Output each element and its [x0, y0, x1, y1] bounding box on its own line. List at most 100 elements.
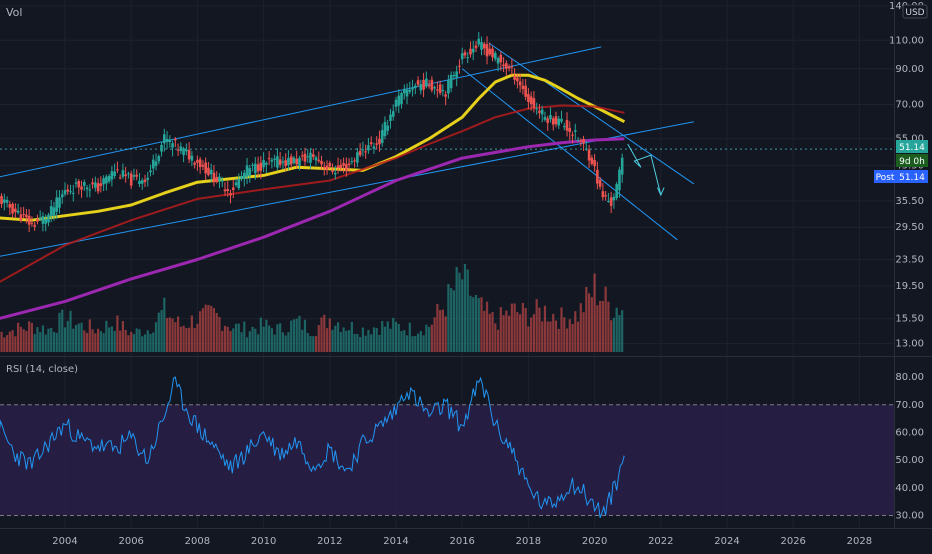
volume-bar: [381, 321, 383, 352]
candle-body: [552, 118, 555, 124]
volume-bar: [199, 311, 201, 352]
candle-body: [163, 134, 166, 143]
candle-body: [180, 147, 183, 151]
volume-bar: [169, 317, 171, 352]
candle-body: [298, 158, 301, 166]
rsi-tick-label: 50.00: [895, 455, 924, 466]
candle-body: [431, 80, 434, 90]
volume-bar: [594, 274, 596, 352]
volume-bar: [458, 273, 460, 352]
candle-body: [497, 58, 500, 63]
candle-body: [28, 216, 31, 225]
volume-bar: [125, 330, 127, 352]
candle-body: [348, 164, 351, 165]
price-tick-label: 29.50: [895, 222, 924, 233]
candle-body: [395, 100, 398, 107]
candle-body: [77, 181, 80, 187]
volume-bar: [478, 298, 480, 352]
volume-bar: [342, 327, 344, 352]
volume-bar: [580, 303, 582, 352]
volume-bar: [367, 330, 369, 352]
volume-bar: [461, 279, 463, 352]
volume-bar: [243, 322, 245, 352]
time-tick-label: 2004: [52, 536, 77, 547]
currency-badge[interactable]: USD: [903, 5, 927, 18]
volume-bar: [436, 304, 438, 352]
volume-bar: [425, 325, 427, 352]
volume-bar: [420, 331, 422, 352]
candle-body: [530, 96, 533, 104]
candle-body: [144, 180, 147, 182]
volume-bar: [290, 321, 292, 352]
candle-body: [557, 119, 560, 126]
candle-body: [207, 168, 210, 175]
price-tick-label: 13.00: [895, 339, 924, 350]
candle-body: [433, 87, 436, 88]
candle-body: [367, 145, 370, 150]
candle-body: [574, 130, 577, 132]
volume-bar: [136, 328, 138, 352]
volume-bar: [25, 331, 27, 352]
volume-bar: [56, 333, 58, 352]
volume-bar: [276, 324, 278, 352]
volume-bar: [116, 316, 118, 352]
candle-body: [464, 52, 467, 55]
time-tick-label: 2014: [383, 536, 408, 547]
volume-bar: [296, 319, 298, 352]
candle-body: [444, 94, 447, 96]
volume-bar: [3, 337, 5, 352]
volume-bar: [147, 330, 149, 352]
candle-body: [458, 66, 461, 67]
candle-body: [580, 140, 583, 141]
volume-bar: [202, 308, 204, 352]
volume-bar: [114, 331, 116, 352]
candle-body: [593, 160, 596, 166]
volume-bar: [334, 326, 336, 352]
rsi-band: [0, 405, 894, 516]
volume-bar: [105, 321, 107, 352]
candle-body: [111, 171, 114, 179]
volume-bar: [91, 329, 93, 352]
currency-label: USD: [905, 8, 924, 18]
volume-bar: [36, 327, 38, 352]
candle-body: [522, 86, 525, 89]
candle-body: [243, 173, 246, 179]
volume-bar: [618, 315, 620, 352]
volume-bar: [621, 310, 623, 352]
candle-body: [138, 181, 141, 184]
volume-bar: [417, 334, 419, 352]
time-tick-label: 2022: [648, 536, 673, 547]
candle-body: [260, 163, 263, 171]
candle-body: [342, 163, 345, 166]
volume-bar: [392, 318, 394, 352]
volume-bar: [411, 336, 413, 352]
volume-bar: [279, 323, 281, 352]
candle-body: [381, 130, 384, 143]
candle-body: [599, 180, 602, 187]
candle-body: [6, 200, 9, 203]
candle-body: [373, 146, 376, 149]
volume-bar: [194, 328, 196, 352]
candle-body: [166, 139, 169, 142]
rsi-tick-label: 70.00: [895, 400, 924, 411]
candle-body: [237, 179, 240, 188]
candle-body: [276, 156, 279, 167]
volume-bar: [80, 323, 82, 352]
volume-bar: [67, 321, 69, 352]
volume-bar: [505, 311, 507, 352]
candle-body: [312, 154, 315, 157]
candle-body: [50, 206, 53, 216]
rsi-tick-label: 40.00: [895, 483, 924, 494]
candle-body: [152, 160, 155, 169]
candle-body: [83, 182, 86, 186]
candle-body: [240, 176, 243, 179]
volume-bar: [100, 331, 102, 352]
volume-bar: [144, 334, 146, 352]
candle-body: [171, 143, 174, 147]
volume-bar: [365, 336, 367, 352]
candle-body: [36, 219, 39, 222]
volume-bar: [464, 264, 466, 352]
volume-bar: [491, 312, 493, 352]
